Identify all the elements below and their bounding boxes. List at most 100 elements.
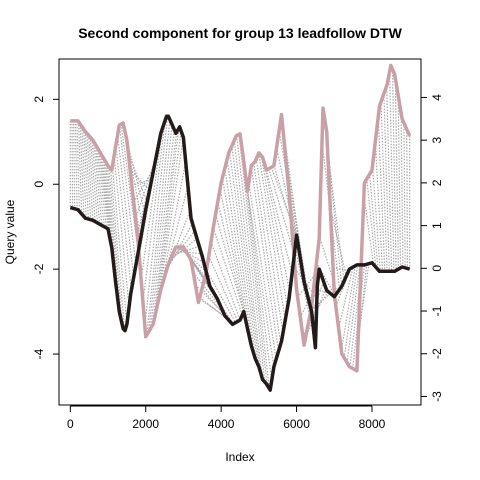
y-right-tick-label: -2 bbox=[430, 348, 444, 359]
alignment-line bbox=[332, 266, 349, 272]
alignment-line bbox=[151, 131, 178, 326]
alignment-line bbox=[263, 160, 291, 293]
x-axis: 0 2000 4000 6000 8000 bbox=[67, 405, 386, 431]
alignment-line bbox=[142, 119, 166, 303]
alignment-line bbox=[377, 117, 386, 272]
alignment-line bbox=[406, 129, 408, 269]
alignment-line bbox=[233, 140, 264, 380]
alignment-line bbox=[205, 269, 237, 323]
alignment-line bbox=[310, 293, 331, 311]
alignment-line bbox=[346, 264, 361, 363]
alignment-line bbox=[273, 165, 300, 250]
alignment-line bbox=[374, 141, 384, 272]
series-layer bbox=[69, 63, 412, 392]
alignment-line bbox=[338, 266, 354, 329]
alignment-line bbox=[243, 162, 273, 381]
alignment-line bbox=[99, 152, 112, 245]
alignment-line bbox=[321, 141, 341, 290]
alignment-line bbox=[71, 120, 74, 209]
alignment-line bbox=[144, 116, 169, 326]
alignment-line bbox=[255, 158, 284, 333]
alignment-line bbox=[94, 144, 105, 227]
alignment-line bbox=[176, 246, 205, 263]
x-tick-label: 2000 bbox=[132, 417, 159, 431]
alignment-line bbox=[217, 201, 248, 326]
y-right-tick-label: 2 bbox=[430, 179, 444, 186]
alignment-line bbox=[389, 71, 395, 272]
alignment-lines bbox=[69, 69, 411, 389]
alignment-line bbox=[111, 166, 128, 325]
alignment-line bbox=[113, 155, 130, 307]
alignment-line bbox=[380, 101, 388, 272]
alignment-line bbox=[371, 165, 381, 272]
alignment-line bbox=[349, 264, 363, 367]
alignment-line bbox=[108, 166, 123, 326]
y-right-tick-label: -3 bbox=[430, 391, 444, 402]
alignment-line bbox=[258, 153, 286, 321]
alignment-line bbox=[169, 238, 198, 261]
query-series-line bbox=[69, 114, 411, 392]
alignment-line bbox=[226, 159, 257, 361]
alignment-line bbox=[228, 151, 259, 366]
y-right-tick-label: -1 bbox=[430, 305, 444, 316]
alignment-line bbox=[231, 145, 261, 372]
x-tick-label: 4000 bbox=[208, 417, 235, 431]
alignment-line bbox=[363, 195, 375, 265]
alignment-line bbox=[224, 168, 255, 354]
alignment-line bbox=[86, 133, 94, 221]
alignment-line bbox=[214, 214, 246, 316]
alignment-line bbox=[394, 78, 399, 270]
reference-series-line bbox=[70, 63, 412, 373]
alignment-line bbox=[136, 144, 160, 236]
alignment-line bbox=[397, 95, 402, 268]
alignment-line bbox=[79, 124, 85, 217]
alignment-line bbox=[133, 167, 155, 203]
alignment-line bbox=[383, 93, 390, 272]
alignment-line bbox=[78, 121, 83, 215]
alignment-line bbox=[118, 125, 137, 265]
alignment-line bbox=[73, 120, 76, 209]
alignment-line bbox=[88, 135, 96, 222]
alignment-line bbox=[89, 137, 99, 223]
y-axis-left: -4 -2 0 2 bbox=[32, 96, 60, 359]
alignment-line bbox=[391, 69, 397, 271]
alignment-line bbox=[343, 264, 359, 358]
alignment-line bbox=[98, 149, 110, 233]
alignment-line bbox=[329, 207, 347, 277]
alignment-line bbox=[106, 164, 121, 316]
alignment-line bbox=[369, 174, 379, 270]
y-right-tick-label: 4 bbox=[430, 94, 444, 101]
alignment-line bbox=[91, 138, 101, 225]
y-axis-label: Query value bbox=[3, 199, 17, 264]
alignment-line bbox=[149, 129, 175, 329]
y-right-tick-label: 1 bbox=[430, 222, 444, 229]
alignment-line bbox=[110, 168, 126, 331]
alignment-line bbox=[159, 161, 187, 293]
y-left-tick-label: 2 bbox=[32, 96, 46, 103]
alignment-line bbox=[400, 112, 404, 268]
alignment-line bbox=[131, 178, 152, 187]
x-tick-label: 8000 bbox=[359, 417, 386, 431]
alignment-line bbox=[210, 241, 241, 321]
alignment-line bbox=[104, 161, 119, 300]
alignment-line bbox=[250, 166, 280, 352]
x-tick-label: 6000 bbox=[283, 417, 310, 431]
y-axis-right: -3 -2 -1 0 1 2 3 4 bbox=[420, 94, 444, 402]
y-left-tick-label: -4 bbox=[32, 348, 46, 359]
x-axis-label: Index bbox=[225, 450, 254, 464]
alignment-line bbox=[115, 144, 132, 291]
alignment-line bbox=[340, 265, 356, 351]
alignment-line bbox=[240, 144, 270, 389]
x-tick-label: 0 bbox=[67, 417, 74, 431]
alignment-line bbox=[93, 141, 103, 226]
alignment-line bbox=[238, 134, 268, 386]
alignment-line bbox=[245, 181, 275, 367]
alignment-line bbox=[146, 119, 171, 335]
alignment-line bbox=[253, 163, 282, 344]
alignment-line bbox=[403, 122, 406, 268]
alignment-line bbox=[153, 128, 180, 319]
alignment-line bbox=[161, 185, 189, 285]
alignment-line bbox=[81, 126, 87, 219]
alignment-line bbox=[212, 227, 243, 316]
